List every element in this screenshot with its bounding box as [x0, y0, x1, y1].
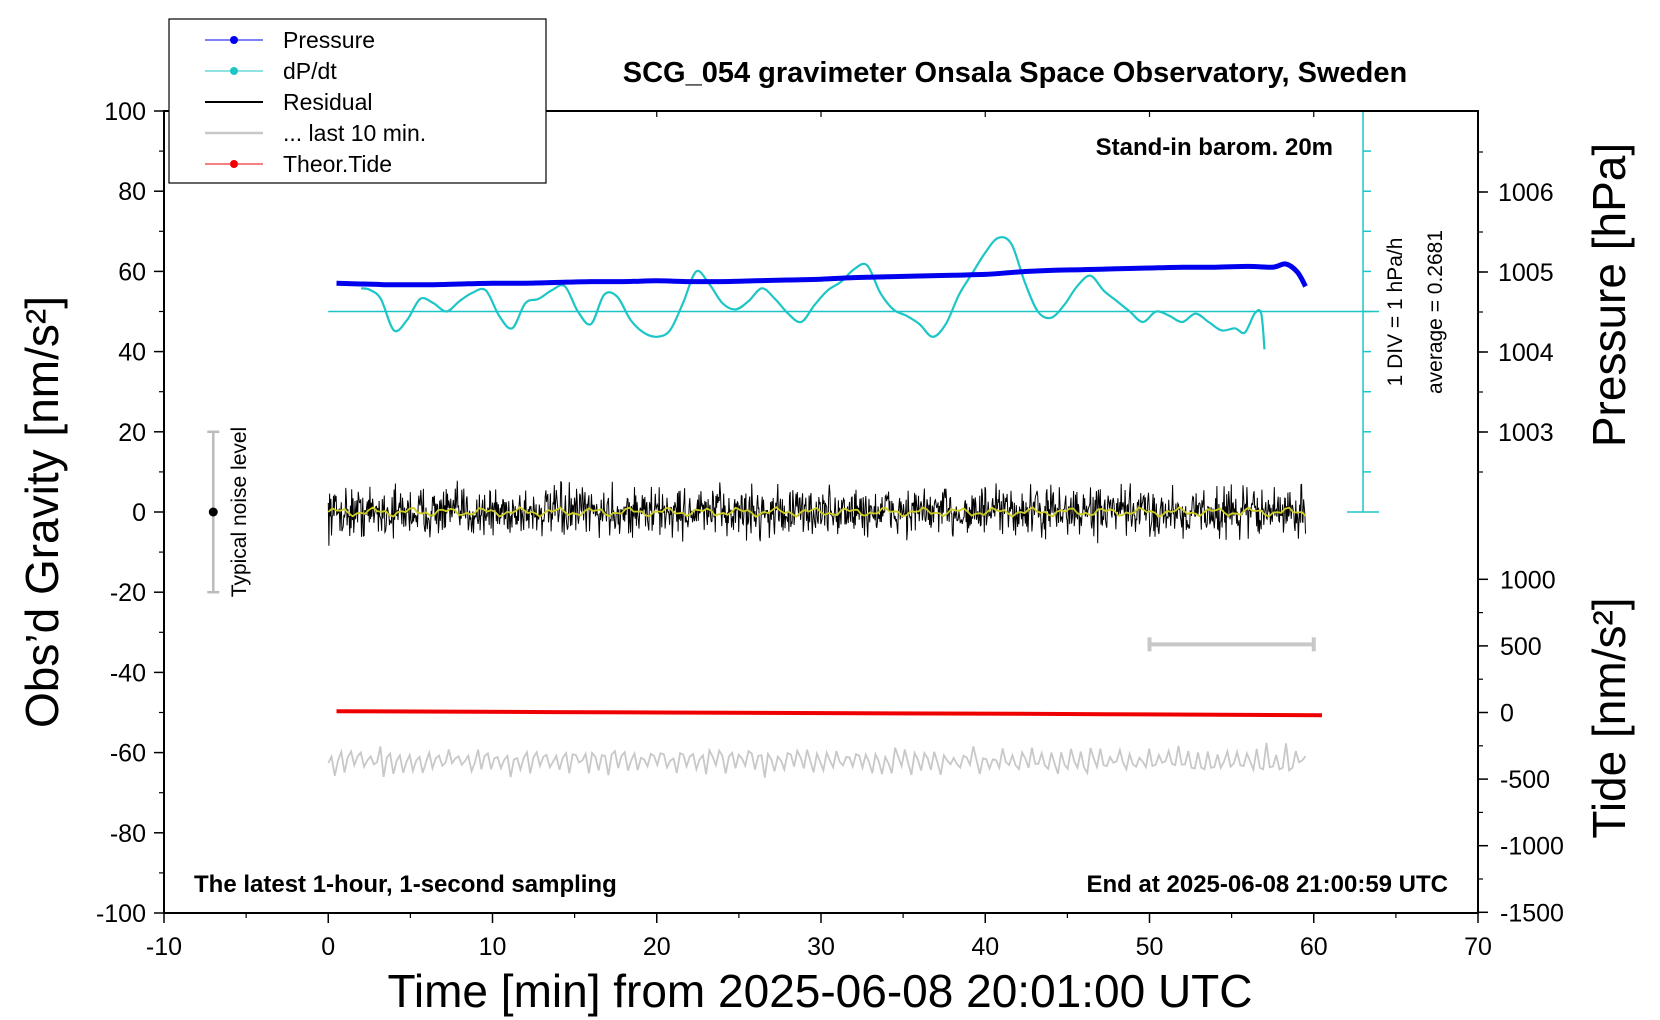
tide-tick-label: -500 [1500, 766, 1550, 794]
x-tick-label: 0 [321, 933, 335, 961]
div-label: 1 DIV = 1 hPa/h [1384, 238, 1407, 387]
y-axis-left: -100 -80 -60 -40 -20 0 20 40 60 80 100 [96, 98, 164, 928]
noise-level-label: Typical noise level [228, 427, 251, 597]
pressure-tick-label: 1006 [1498, 179, 1554, 207]
legend-label-4: Theor.Tide [283, 151, 392, 177]
average-label: average = 0.2681 [1424, 230, 1447, 394]
pressure-axis-title: Pressure [hPa] [1583, 143, 1635, 447]
tide-tick-label: 500 [1500, 633, 1542, 661]
y-tick-label: -100 [96, 900, 146, 928]
x-axis: -10 0 10 20 30 40 50 60 70 [146, 111, 1492, 961]
legend-label-1: dP/dt [283, 58, 337, 84]
x-tick-label: 70 [1464, 933, 1492, 961]
pressure-tick-label: 1005 [1498, 259, 1554, 287]
legend-label-3: ... last 10 min. [283, 120, 426, 146]
noise-bar-center [208, 507, 218, 517]
chart-title: SCG_054 gravimeter Onsala Space Observat… [623, 57, 1407, 89]
y-tick-label: -40 [110, 659, 146, 687]
y-tick-label: 60 [118, 258, 146, 286]
end-time-note: End at 2025-06-08 21:00:59 UTC [1087, 871, 1449, 898]
residual-series-line [327, 480, 1306, 546]
last10-series-line [327, 742, 1307, 778]
legend-label-0: Pressure [283, 27, 375, 53]
plot-data [207, 110, 1380, 778]
legend: Pressure dP/dt Residual ... last 10 min. The… [168, 18, 547, 184]
y-axis-tide: -1500 -1000 -500 0 500 1000 [1478, 566, 1564, 927]
y-tick-label: -20 [110, 579, 146, 607]
y-tick-label: 40 [118, 339, 146, 367]
pressure-series-line [336, 261, 1308, 288]
tide-series-line [336, 709, 1323, 718]
legend-marker-4 [230, 160, 238, 168]
legend-entries: Pressure dP/dt Residual ... last 10 min. The… [205, 27, 426, 177]
x-tick-label: 10 [479, 933, 507, 961]
y-tick-label: -80 [110, 820, 146, 848]
legend-marker-0 [230, 36, 238, 44]
tide-axis-title: Tide [nm/s²] [1583, 597, 1635, 838]
x-tick-label: 30 [807, 933, 835, 961]
y-tick-label: 20 [118, 419, 146, 447]
x-axis-title: Time [min] from 2025-06-08 20:01:00 UTC [388, 965, 1253, 1017]
x-tick-label: -10 [146, 933, 182, 961]
x-tick-label: 40 [971, 933, 999, 961]
tide-tick-label: -1500 [1500, 899, 1564, 927]
legend-marker-1 [230, 67, 238, 75]
legend-label-2: Residual [283, 89, 373, 115]
y-axis-title: Obs’d Gravity [nm/s²] [16, 296, 68, 728]
y-tick-label: 80 [118, 178, 146, 206]
pressure-tick-label: 1003 [1498, 419, 1554, 447]
x-tick-label: 50 [1136, 933, 1164, 961]
barometer-note: Stand-in barom. 20m [1096, 134, 1333, 161]
sampling-note: The latest 1-hour, 1-second sampling [194, 871, 617, 898]
dpdt-series-line [360, 236, 1266, 350]
tide-tick-label: 0 [1500, 700, 1514, 728]
y-tick-label: -60 [110, 740, 146, 768]
x-tick-label: 20 [643, 933, 671, 961]
x-tick-label: 60 [1300, 933, 1328, 961]
tide-tick-label: 1000 [1500, 566, 1556, 594]
y-tick-label: 100 [104, 98, 146, 126]
tide-tick-label: -1000 [1500, 833, 1564, 861]
y-tick-label: 0 [132, 499, 146, 527]
pressure-tick-label: 1004 [1498, 339, 1554, 367]
residual-smooth-line [327, 506, 1307, 518]
y-axis-pressure: 1003 1004 1005 1006 [1477, 111, 1554, 512]
